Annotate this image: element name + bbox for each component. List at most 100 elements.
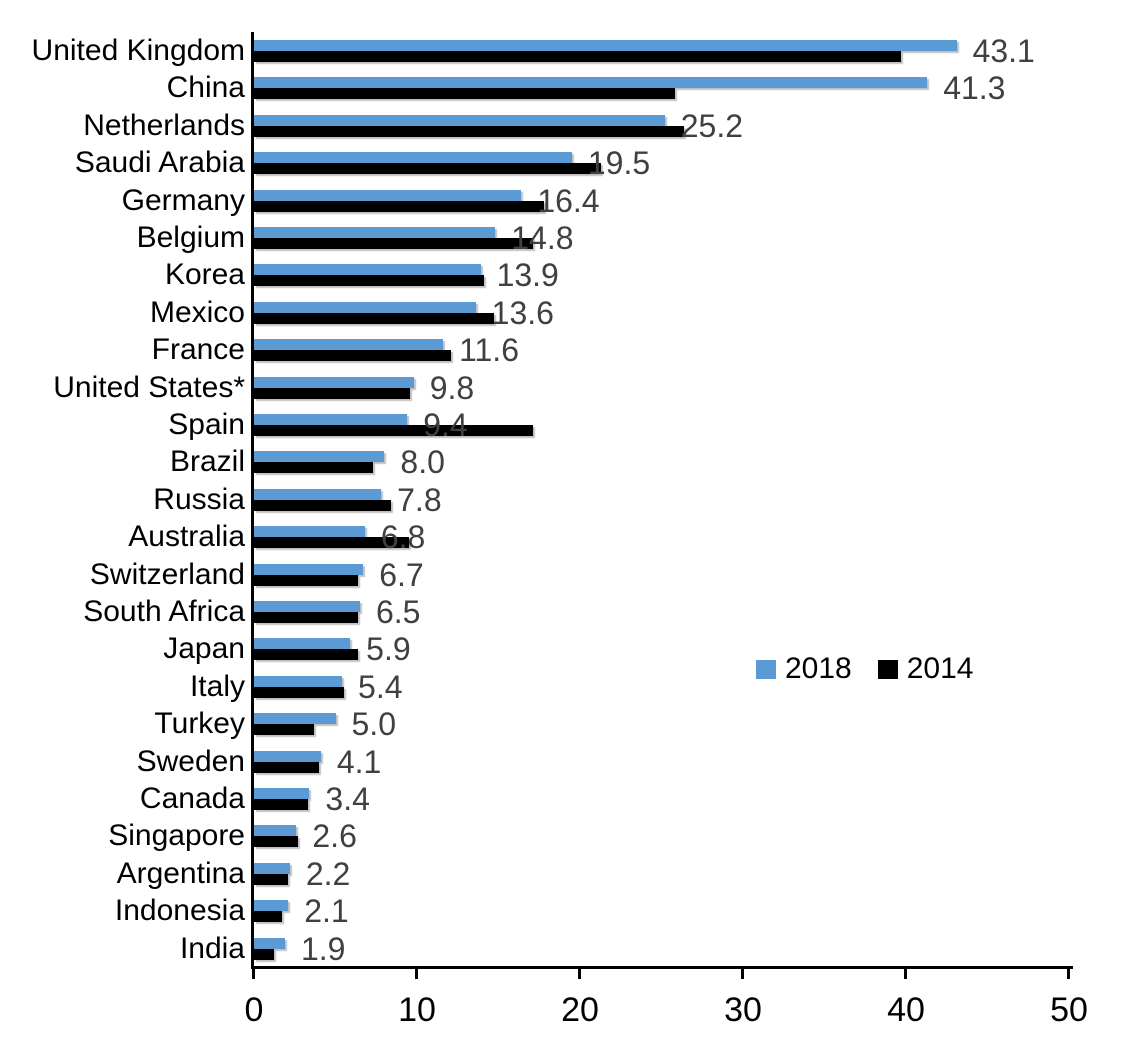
category-label: Switzerland	[89, 557, 245, 591]
bar-2014	[254, 238, 533, 249]
value-label: 8.0	[400, 444, 445, 481]
category-label: Italy	[189, 669, 245, 703]
bar-2014	[254, 387, 411, 399]
value-label: 25.2	[680, 107, 744, 144]
value-label: 2.2	[305, 855, 351, 892]
category-label: South Africa	[83, 595, 245, 628]
bar-2014	[254, 574, 359, 586]
category-label: Korea	[164, 258, 245, 292]
category-label: Sweden	[136, 744, 245, 778]
category-label: Canada	[139, 782, 245, 815]
bar-2014	[254, 724, 315, 736]
bar-2018	[254, 189, 522, 201]
value-label: 2.6	[312, 818, 357, 855]
bar-2018	[254, 77, 928, 89]
legend-label: 2018	[785, 652, 852, 685]
bar-2014	[254, 537, 409, 549]
bar-2014	[254, 425, 533, 436]
value-label: 9.8	[429, 369, 475, 406]
value-label: 5.0	[351, 706, 396, 743]
x-axis-tick	[904, 967, 907, 979]
chart-legend: 2018 2014	[756, 652, 974, 686]
category-label: Singapore	[108, 819, 245, 853]
x-axis-tick-label: 30	[724, 991, 762, 1029]
value-label: 6.8	[380, 519, 426, 556]
bar-2018	[254, 376, 414, 388]
category-label: Saudi Arabia	[74, 146, 245, 180]
category-label: Indonesia	[114, 894, 245, 928]
bar-2014	[254, 312, 494, 324]
bar-2018	[254, 526, 365, 538]
bar-2014	[254, 163, 602, 175]
bar-2018	[254, 339, 444, 351]
bar-2018	[254, 900, 289, 912]
bar-2014	[254, 799, 308, 810]
category-label: Japan	[163, 632, 245, 666]
value-label: 5.9	[366, 631, 411, 668]
category-label: United Kingdom	[31, 34, 245, 67]
y-axis-line	[251, 32, 254, 969]
x-axis-line	[251, 966, 1073, 969]
bar-2014	[254, 686, 344, 698]
bar-2014	[254, 88, 675, 100]
value-label: 9.4	[423, 407, 468, 443]
value-label: 6.7	[379, 556, 424, 593]
category-label: United States*	[53, 370, 245, 404]
category-label: Germany	[121, 183, 245, 217]
bar-2018	[254, 451, 385, 463]
category-label: Australia	[128, 520, 245, 554]
bar-2018	[254, 713, 336, 725]
bar-2014	[254, 761, 320, 773]
x-axis-tick	[578, 967, 581, 979]
value-label: 19.5	[587, 145, 651, 182]
category-label: France	[151, 333, 245, 367]
value-label: 13.6	[491, 294, 554, 331]
category-label: Russia	[153, 482, 245, 516]
bar-2018	[254, 601, 360, 612]
x-axis-tick-label: 40	[887, 991, 925, 1029]
value-label: 14.8	[511, 220, 574, 256]
value-label: 7.8	[397, 481, 442, 518]
bar-2014	[254, 948, 274, 960]
bar-2018	[254, 563, 364, 575]
bar-2014	[254, 873, 289, 885]
category-label: Turkey	[154, 707, 245, 741]
bar-2018	[254, 227, 496, 238]
legend-swatch-2018	[756, 659, 776, 679]
value-label: 11.6	[459, 332, 519, 369]
bar-2014	[254, 462, 373, 474]
legend-item-2018: 2018	[756, 652, 852, 686]
bar-2018	[254, 488, 382, 500]
x-axis-tick-label: 50	[1050, 991, 1088, 1029]
bar-2018	[254, 862, 290, 874]
bar-2014	[254, 125, 685, 137]
category-label: Belgium	[136, 221, 245, 254]
bar-2018	[254, 937, 285, 949]
bar-2018	[254, 638, 351, 650]
bar-2014	[254, 350, 452, 362]
bar-2014	[254, 499, 391, 511]
legend-label: 2014	[906, 652, 974, 685]
value-label: 2.1	[304, 893, 349, 930]
value-label: 13.9	[496, 257, 559, 294]
category-label: India	[179, 931, 245, 965]
bar-2018	[254, 750, 321, 762]
legend-swatch-2014	[877, 659, 898, 679]
bar-2018	[254, 301, 476, 313]
bar-2014	[254, 275, 484, 287]
bar-2014	[254, 200, 545, 212]
category-label: Spain	[168, 408, 245, 441]
value-label: 16.4	[537, 182, 600, 219]
x-axis-tick	[252, 967, 255, 979]
category-label: China	[166, 71, 245, 105]
category-label: Netherlands	[83, 108, 245, 142]
x-axis-tick-label: 10	[398, 991, 436, 1029]
bar-2018	[254, 788, 310, 799]
legend-item-2014: 2014	[877, 652, 974, 686]
bar-2018	[254, 114, 665, 126]
bar-2014	[254, 649, 359, 661]
x-axis-tick	[1067, 967, 1070, 979]
bar-2014	[254, 911, 282, 923]
value-label: 5.4	[358, 668, 403, 705]
x-axis-tick-label: 20	[561, 991, 599, 1029]
